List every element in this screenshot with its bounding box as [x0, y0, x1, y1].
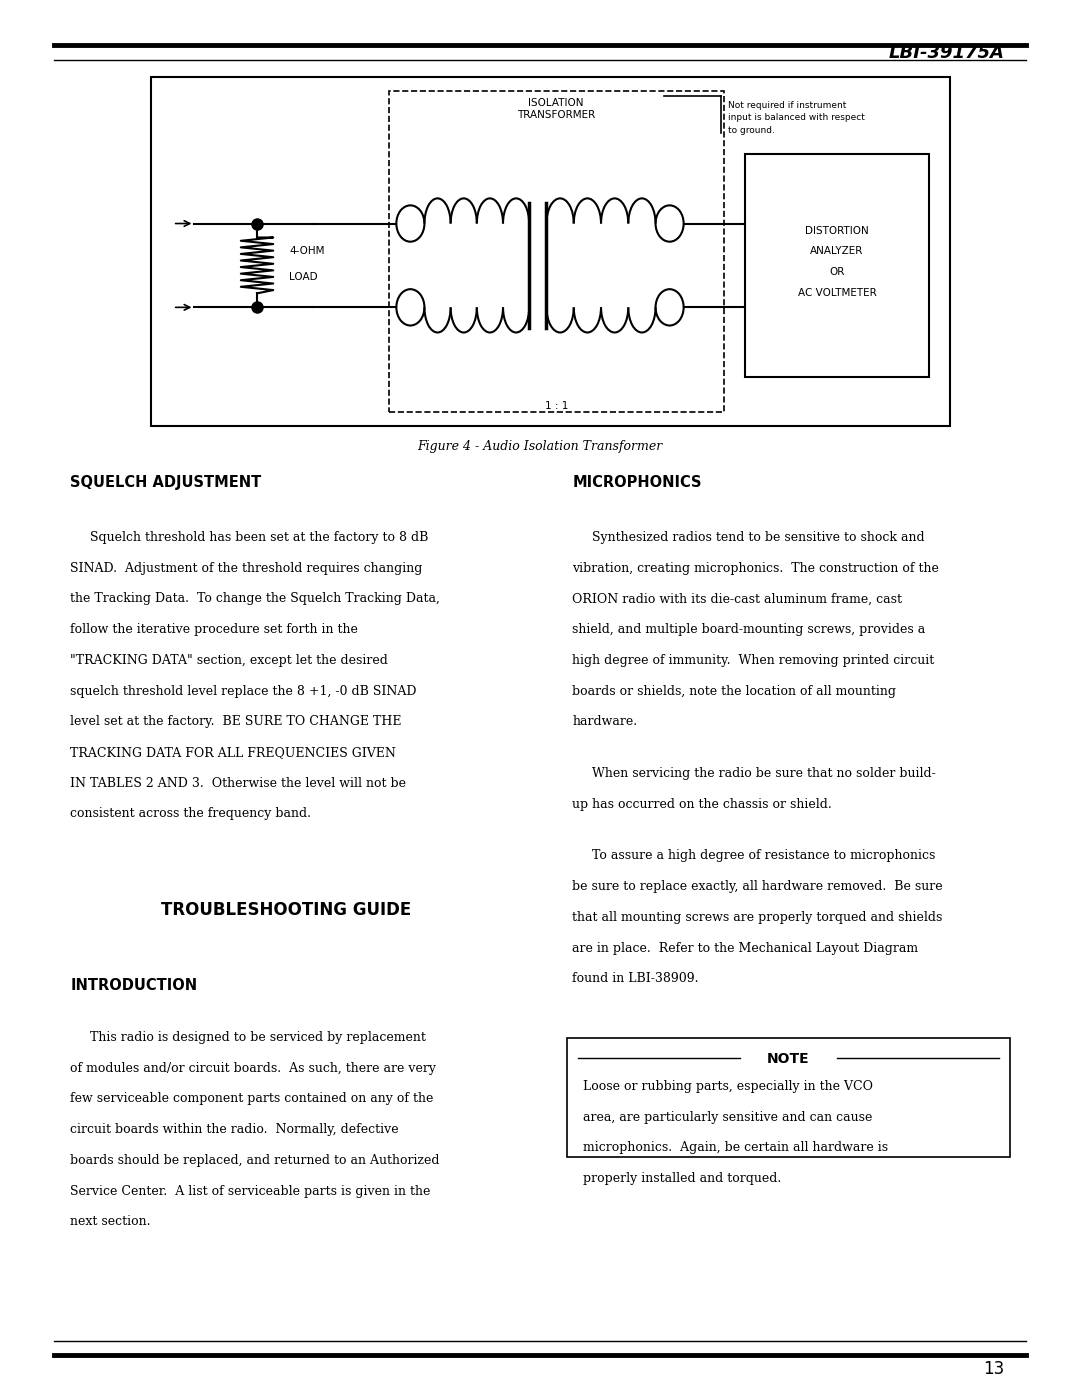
Text: TRANSFORMER: TRANSFORMER — [517, 110, 595, 120]
Text: that all mounting screws are properly torqued and shields: that all mounting screws are properly to… — [572, 911, 943, 923]
Text: Not required if instrument: Not required if instrument — [728, 101, 847, 109]
Text: consistent across the frequency band.: consistent across the frequency band. — [70, 807, 311, 820]
Text: LBI-39175A: LBI-39175A — [889, 45, 1004, 61]
FancyBboxPatch shape — [745, 154, 929, 377]
Text: OR: OR — [829, 267, 845, 278]
Text: TRACKING DATA FOR ALL FREQUENCIES GIVEN: TRACKING DATA FOR ALL FREQUENCIES GIVEN — [70, 746, 396, 759]
Text: TROUBLESHOOTING GUIDE: TROUBLESHOOTING GUIDE — [161, 901, 411, 919]
Text: level set at the factory.  BE SURE TO CHANGE THE: level set at the factory. BE SURE TO CHA… — [70, 715, 402, 728]
Text: ISOLATION: ISOLATION — [528, 98, 584, 108]
Text: INTRODUCTION: INTRODUCTION — [70, 978, 198, 993]
Text: boards should be replaced, and returned to an Authorized: boards should be replaced, and returned … — [70, 1154, 440, 1166]
Text: of modules and/or circuit boards.  As such, there are very: of modules and/or circuit boards. As suc… — [70, 1062, 436, 1074]
Text: properly installed and torqued.: properly installed and torqued. — [583, 1172, 782, 1185]
Text: Squelch threshold has been set at the factory to 8 dB: Squelch threshold has been set at the fa… — [70, 531, 429, 543]
Text: "TRACKING DATA" section, except let the desired: "TRACKING DATA" section, except let the … — [70, 654, 388, 666]
FancyBboxPatch shape — [151, 77, 950, 426]
Text: 4-OHM: 4-OHM — [289, 246, 325, 257]
Text: NOTE: NOTE — [767, 1052, 810, 1066]
Text: vibration, creating microphonics.  The construction of the: vibration, creating microphonics. The co… — [572, 562, 940, 574]
Text: IN TABLES 2 AND 3.  Otherwise the level will not be: IN TABLES 2 AND 3. Otherwise the level w… — [70, 777, 406, 789]
Text: hardware.: hardware. — [572, 715, 637, 728]
Text: squelch threshold level replace the 8 +1, -0 dB SINAD: squelch threshold level replace the 8 +1… — [70, 685, 417, 697]
Text: 1 : 1: 1 : 1 — [544, 401, 568, 411]
Text: MICROPHONICS: MICROPHONICS — [572, 475, 702, 490]
Text: high degree of immunity.  When removing printed circuit: high degree of immunity. When removing p… — [572, 654, 934, 666]
Text: SINAD.  Adjustment of the threshold requires changing: SINAD. Adjustment of the threshold requi… — [70, 562, 422, 574]
Text: LOAD: LOAD — [289, 271, 319, 282]
Text: boards or shields, note the location of all mounting: boards or shields, note the location of … — [572, 685, 896, 697]
Text: AC VOLTMETER: AC VOLTMETER — [798, 288, 876, 299]
Text: ANALYZER: ANALYZER — [810, 246, 864, 257]
Text: 13: 13 — [983, 1361, 1004, 1377]
Text: This radio is designed to be serviced by replacement: This radio is designed to be serviced by… — [70, 1031, 427, 1044]
Text: Synthesized radios tend to be sensitive to shock and: Synthesized radios tend to be sensitive … — [572, 531, 926, 543]
Text: next section.: next section. — [70, 1215, 151, 1228]
Text: area, are particularly sensitive and can cause: area, are particularly sensitive and can… — [583, 1111, 873, 1123]
Text: the Tracking Data.  To change the Squelch Tracking Data,: the Tracking Data. To change the Squelch… — [70, 592, 440, 605]
Text: Loose or rubbing parts, especially in the VCO: Loose or rubbing parts, especially in th… — [583, 1080, 874, 1092]
Text: be sure to replace exactly, all hardware removed.  Be sure: be sure to replace exactly, all hardware… — [572, 880, 943, 893]
Text: microphonics.  Again, be certain all hardware is: microphonics. Again, be certain all hard… — [583, 1141, 889, 1154]
Text: circuit boards within the radio.  Normally, defective: circuit boards within the radio. Normall… — [70, 1123, 399, 1136]
FancyBboxPatch shape — [567, 1038, 1010, 1157]
Text: follow the iterative procedure set forth in the: follow the iterative procedure set forth… — [70, 623, 359, 636]
Text: SQUELCH ADJUSTMENT: SQUELCH ADJUSTMENT — [70, 475, 261, 490]
Text: input is balanced with respect: input is balanced with respect — [728, 113, 865, 122]
Text: found in LBI-38909.: found in LBI-38909. — [572, 972, 699, 985]
Text: Service Center.  A list of serviceable parts is given in the: Service Center. A list of serviceable pa… — [70, 1185, 431, 1197]
Text: To assure a high degree of resistance to microphonics: To assure a high degree of resistance to… — [572, 849, 935, 862]
Text: to ground.: to ground. — [728, 126, 774, 134]
Text: are in place.  Refer to the Mechanical Layout Diagram: are in place. Refer to the Mechanical La… — [572, 942, 918, 954]
Text: ORION radio with its die-cast aluminum frame, cast: ORION radio with its die-cast aluminum f… — [572, 592, 903, 605]
Text: shield, and multiple board-mounting screws, provides a: shield, and multiple board-mounting scre… — [572, 623, 926, 636]
Text: When servicing the radio be sure that no solder build-: When servicing the radio be sure that no… — [572, 767, 936, 780]
Text: up has occurred on the chassis or shield.: up has occurred on the chassis or shield… — [572, 798, 833, 810]
Text: few serviceable component parts contained on any of the: few serviceable component parts containe… — [70, 1092, 433, 1105]
Text: DISTORTION: DISTORTION — [805, 225, 869, 236]
Text: Figure 4 - Audio Isolation Transformer: Figure 4 - Audio Isolation Transformer — [417, 440, 663, 453]
